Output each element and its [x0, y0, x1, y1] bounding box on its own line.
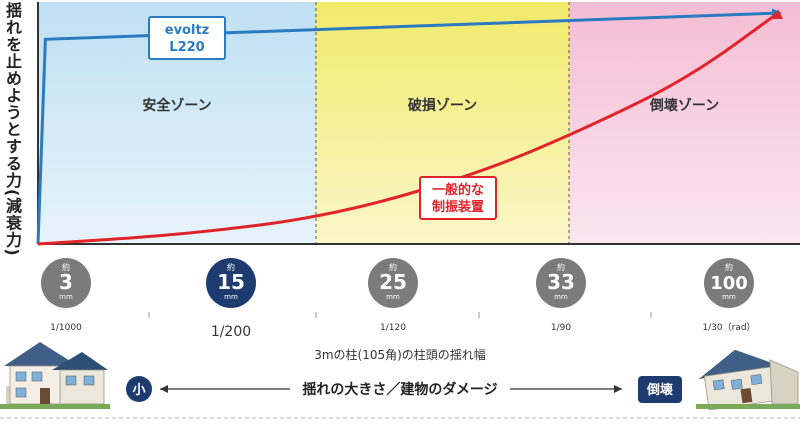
drift-ratio: 1/1000: [50, 323, 82, 333]
house-grass: [0, 404, 110, 409]
house-window: [65, 375, 77, 386]
house-window: [750, 374, 763, 386]
marker-unit: mm: [59, 293, 73, 301]
house-door: [740, 387, 753, 404]
marker-value: 33: [547, 270, 575, 294]
house-roof: [4, 342, 78, 366]
series-label-evoltz: L220: [169, 40, 204, 55]
scale-arrow-right: [614, 385, 622, 393]
house-roof: [698, 349, 780, 380]
marker-value: 100: [710, 273, 748, 294]
marker-prefix: 約: [725, 262, 733, 272]
series-label-general: 制振装置: [432, 199, 484, 215]
house-collapsed-illustration: [698, 349, 780, 411]
displacement-marker: [536, 258, 586, 308]
house-window: [31, 371, 43, 382]
scale-left-badge: [126, 376, 152, 402]
displacement-marker: [41, 258, 91, 308]
scale-right-label: 倒壊: [646, 382, 674, 398]
house-door: [40, 388, 50, 404]
y-axis-label: 揺れを止めようとする力(減衰力): [3, 2, 22, 257]
marker-unit: mm: [554, 293, 568, 301]
marker-value: 15: [217, 270, 245, 294]
drift-ratio: 1/30（rad）: [702, 322, 755, 333]
house-window: [15, 387, 27, 398]
scale-left-label: 小: [132, 383, 145, 398]
house-window: [15, 371, 27, 382]
scale-caption: 揺れの大きさ／建物のダメージ: [302, 381, 497, 398]
house-roof: [52, 352, 108, 370]
series-label-evoltz: evoltz: [165, 23, 209, 38]
scale-arrow-left: [160, 385, 168, 393]
marker-unit: mm: [722, 293, 736, 301]
displacement-marker: [704, 258, 754, 308]
marker-value: 3: [59, 270, 73, 294]
marker-value: 25: [379, 270, 407, 294]
displacement-marker: [368, 258, 418, 308]
series-line-evoltz: [36, 8, 782, 245]
house-body: [59, 369, 105, 405]
house-intact-illustration: [0, 342, 110, 409]
marker-unit: mm: [386, 293, 400, 301]
zone-label: 破損ゾーン: [408, 97, 477, 114]
house-window: [712, 379, 725, 391]
drift-ratio: 1/200: [211, 324, 251, 340]
zone-label: 安全ゾーン: [142, 97, 211, 114]
house-wall: [769, 359, 799, 405]
marker-unit: mm: [224, 293, 238, 301]
zone-collapse: [569, 2, 800, 244]
house-grass: [696, 404, 800, 409]
drift-ratio: 1/120: [380, 323, 406, 333]
drift-ratio: 1/90: [551, 323, 571, 333]
marker-prefix: 約: [389, 262, 397, 272]
marker-prefix: 約: [557, 262, 565, 272]
zone-label: 倒壊ゾーン: [649, 97, 719, 114]
marker-prefix: 約: [62, 262, 70, 272]
x-axis-label: 3mの柱(105角)の柱頭の揺れ幅: [314, 347, 486, 362]
series-label-general: 一般的な: [432, 182, 484, 198]
scale-right-badge: [638, 376, 682, 403]
marker-prefix: 約: [227, 262, 235, 272]
series-label-box-evoltz: [148, 16, 226, 60]
house-window: [730, 378, 743, 390]
series-label-box-general: [419, 176, 497, 220]
house-window: [83, 375, 95, 386]
displacement-marker: [206, 258, 256, 308]
